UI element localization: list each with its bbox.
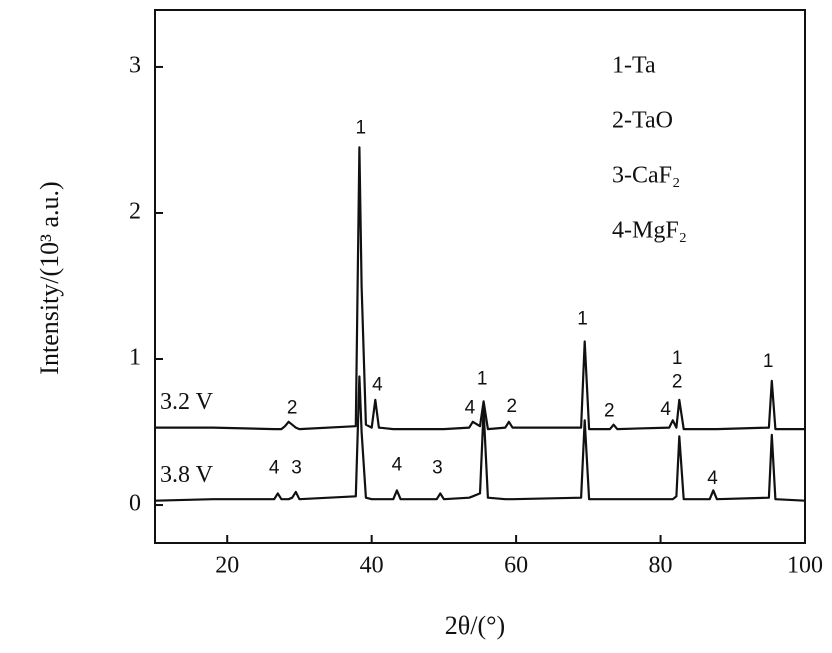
x-tick-label: 40 — [360, 553, 384, 579]
y-tick-label: 1 — [129, 345, 141, 371]
peak-label: 4 — [269, 458, 280, 479]
peak-label: 2 — [287, 398, 298, 419]
peak-label: 2 — [604, 401, 615, 422]
peak-label: 3 — [291, 458, 302, 479]
peak-label: 4 — [372, 374, 383, 395]
key-entry: 3-CaF₂ — [612, 163, 680, 189]
peak-label: 4 — [392, 455, 403, 476]
peak-label: 1 — [477, 368, 488, 389]
y-axis-label: Intensity/(10³ a.u.) — [35, 181, 64, 374]
series-label: 3.8 V — [160, 462, 214, 488]
x-tick-label: 60 — [504, 553, 528, 579]
series-line — [154, 375, 806, 502]
peak-label: 2 — [506, 396, 517, 417]
peak-label: 1 — [356, 117, 367, 138]
series-line — [155, 146, 805, 431]
peak-label: 2 — [672, 371, 683, 392]
series-label: 3.2 V — [160, 389, 214, 415]
peak-label: 4 — [465, 398, 476, 419]
key-entry: 2-TaO — [612, 108, 673, 134]
peak-label: 1 — [763, 351, 774, 372]
peak-label: 3 — [432, 458, 443, 479]
x-axis-label: 2θ/(°) — [445, 611, 505, 640]
key-entry: 1-Ta — [612, 53, 656, 79]
x-tick-label: 100 — [787, 553, 823, 579]
y-tick-label: 2 — [129, 198, 141, 224]
peak-label: 4 — [707, 468, 718, 489]
peak-label: 4 — [660, 399, 671, 420]
peak-label: 1 — [672, 348, 683, 369]
y-tick-label: 3 — [129, 52, 141, 78]
x-tick-label: 20 — [215, 553, 239, 579]
peak-label: 1 — [577, 309, 588, 330]
x-tick-label: 80 — [649, 553, 673, 579]
key-entry: 4-MgF₂ — [612, 218, 687, 244]
y-tick-label: 0 — [129, 491, 141, 517]
plot-frame — [154, 9, 806, 544]
